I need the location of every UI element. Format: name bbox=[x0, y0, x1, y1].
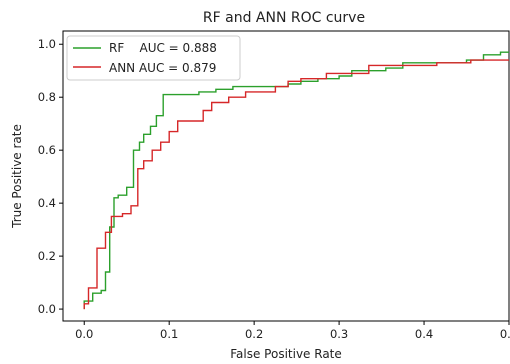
legend-label-rf: RF AUC = 0.888 bbox=[109, 41, 217, 55]
y-tick-label: 0.4 bbox=[38, 196, 56, 210]
x-tick-label: 0.1 bbox=[160, 327, 178, 341]
x-axis-label: False Positive Rate bbox=[230, 347, 342, 361]
x-tick-label: 0.0 bbox=[75, 327, 93, 341]
series-line-rf bbox=[83, 51, 509, 310]
y-tick-label: 0.6 bbox=[38, 143, 56, 157]
legend-box bbox=[66, 35, 241, 81]
series-line-ann bbox=[83, 59, 509, 310]
y-axis-label: True Positive rate bbox=[10, 124, 24, 229]
y-tick-label: 0.2 bbox=[38, 249, 56, 263]
x-tick-label: 0.2 bbox=[245, 327, 263, 341]
x-axis-ticks: 0.0 0.1 0.2 0.3 0.4 0.5 bbox=[75, 321, 510, 341]
y-tick-label: 1.0 bbox=[38, 37, 56, 51]
x-tick-label: 0.5 bbox=[500, 327, 510, 341]
plot-area bbox=[62, 30, 510, 322]
y-tick-label: 0.8 bbox=[38, 90, 56, 104]
plot-frame bbox=[62, 30, 510, 322]
series-layer bbox=[83, 51, 509, 310]
chart-title: RF and ANN ROC curve bbox=[203, 10, 365, 26]
x-tick-label: 0.3 bbox=[330, 327, 348, 341]
legend-label-ann: ANN AUC = 0.879 bbox=[109, 61, 216, 75]
x-tick-label: 0.4 bbox=[415, 327, 433, 341]
y-tick-label: 0.0 bbox=[38, 302, 56, 316]
y-axis-ticks: 0.0 0.2 0.4 0.6 0.8 1.0 bbox=[38, 37, 63, 316]
legend: RF AUC = 0.888 ANN AUC = 0.879 bbox=[66, 35, 241, 81]
